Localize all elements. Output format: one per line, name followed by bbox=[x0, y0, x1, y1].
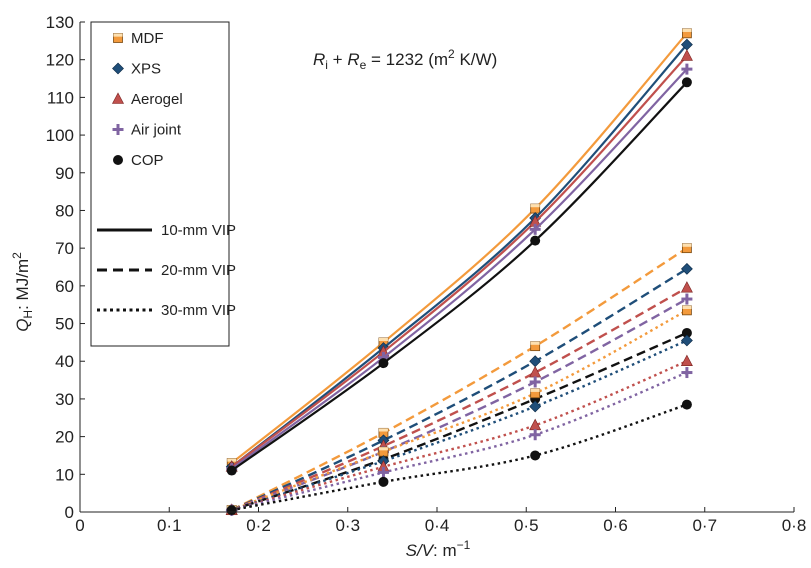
data-point bbox=[681, 367, 693, 379]
series-line bbox=[231, 32, 688, 464]
series-line bbox=[231, 267, 688, 512]
y-tick-label: 90 bbox=[55, 164, 74, 183]
series-line bbox=[231, 55, 688, 468]
data-point bbox=[529, 429, 541, 441]
data-point bbox=[682, 305, 692, 316]
x-tick-label: 0·2 bbox=[246, 516, 271, 535]
data-point bbox=[681, 63, 693, 75]
series-line bbox=[231, 81, 688, 472]
legend-label: MDF bbox=[131, 30, 164, 47]
data-point bbox=[680, 281, 693, 293]
data-point bbox=[529, 355, 542, 368]
series-line bbox=[231, 68, 688, 470]
y-tick-label: 130 bbox=[46, 13, 74, 32]
series-layer bbox=[225, 28, 693, 517]
legend-label: 20-mm VIP bbox=[161, 262, 236, 279]
data-point bbox=[530, 203, 541, 214]
data-point bbox=[681, 77, 692, 88]
data-point bbox=[680, 354, 693, 367]
data-point bbox=[529, 376, 541, 388]
axes: 0 10 20 30 40 50 60 70 80 90 100 110 120 130 0 0·1 0·2 0·… bbox=[46, 13, 807, 535]
data-point bbox=[378, 358, 389, 369]
data-point bbox=[681, 293, 693, 305]
legend-item-10-mm-vip: 10-mm VIP bbox=[97, 222, 236, 239]
y-tick-label: 110 bbox=[47, 88, 74, 107]
y-axis-title: QH: MJ/m2 bbox=[10, 252, 35, 332]
data-point bbox=[378, 476, 389, 487]
data-point bbox=[226, 505, 237, 516]
series-aerogel-10-mm-vip bbox=[225, 49, 693, 472]
data-point bbox=[681, 399, 692, 410]
data-point bbox=[529, 400, 542, 413]
data-point bbox=[681, 327, 692, 338]
series-mdf-20-mm-vip bbox=[226, 243, 692, 516]
legend-item-30-mm-vip: 30-mm VIP bbox=[97, 302, 236, 319]
y-tick-label: 30 bbox=[55, 390, 74, 409]
y-tick-label: 40 bbox=[55, 352, 74, 371]
data-point bbox=[682, 28, 692, 39]
data-point bbox=[530, 388, 541, 399]
series-line bbox=[231, 371, 688, 512]
x-tick-label: 0·8 bbox=[782, 516, 807, 535]
y-tick-label: 60 bbox=[55, 277, 74, 296]
legend-entries: MDF XPS Aerogel Air joint COP 10-mm VIP 20-mm … bbox=[97, 30, 236, 319]
data-point bbox=[377, 466, 389, 478]
legend-item-cop: COP bbox=[113, 152, 164, 169]
series-aerogel-20-mm-vip bbox=[225, 281, 693, 515]
series-line bbox=[231, 247, 688, 512]
x-tick-label: 0·4 bbox=[425, 516, 450, 535]
y-tick-label: 0 bbox=[65, 503, 74, 522]
data-point bbox=[226, 465, 237, 476]
series-line bbox=[231, 331, 688, 512]
legend bbox=[90, 21, 230, 347]
data-point bbox=[680, 334, 693, 347]
series-line bbox=[231, 360, 688, 512]
x-tick-label: 0·3 bbox=[335, 516, 360, 535]
series-aerogel-30-mm-vip bbox=[225, 354, 693, 515]
data-point bbox=[529, 223, 541, 235]
legend-label: 30-mm VIP bbox=[161, 302, 236, 319]
series-line bbox=[231, 309, 688, 512]
y-tick-label: 120 bbox=[46, 51, 74, 70]
series-line bbox=[231, 43, 688, 468]
x-tick-label: 0 bbox=[75, 516, 84, 535]
series-line bbox=[231, 403, 688, 512]
y-tick-label: 10 bbox=[55, 465, 74, 484]
x-tick-label: 0·1 bbox=[157, 516, 182, 535]
y-tick-label: 80 bbox=[55, 201, 74, 220]
data-point bbox=[682, 243, 692, 254]
y-tick-label: 20 bbox=[55, 428, 74, 447]
resistance-annotation: Ri + Re = 1232 (m2 K/W) bbox=[313, 47, 497, 72]
series-cop-30-mm-vip bbox=[226, 399, 692, 516]
legend-item-air-joint: Air joint bbox=[112, 122, 182, 139]
x-tick-label: 0·7 bbox=[692, 516, 717, 535]
x-axis-title: S/V: m−1 bbox=[406, 538, 471, 560]
legend-label: Air joint bbox=[131, 122, 182, 139]
x-tick-label: 0·6 bbox=[603, 516, 628, 535]
data-point bbox=[378, 446, 389, 457]
series-xps-10-mm-vip bbox=[225, 38, 693, 473]
legend-label: Aerogel bbox=[131, 91, 183, 108]
data-point bbox=[530, 450, 541, 461]
legend-label: XPS bbox=[131, 61, 161, 78]
data-point bbox=[680, 49, 693, 61]
data-point bbox=[530, 341, 541, 352]
x-tick-label: 0·5 bbox=[514, 516, 539, 535]
series-line bbox=[231, 286, 688, 512]
data-point bbox=[530, 235, 541, 246]
y-tick-label: 50 bbox=[55, 315, 74, 334]
legend-item-20-mm-vip: 20-mm VIP bbox=[97, 262, 236, 279]
legend-item-aerogel: Aerogel bbox=[112, 91, 183, 108]
series-cop-10-mm-vip bbox=[226, 77, 692, 476]
series-mdf-30-mm-vip bbox=[226, 305, 692, 516]
y-tick-label: 100 bbox=[46, 126, 74, 145]
legend-item-mdf: MDF bbox=[113, 30, 164, 47]
y-tick-label: 70 bbox=[55, 239, 74, 258]
data-point bbox=[680, 262, 693, 275]
legend-label: 10-mm VIP bbox=[161, 222, 236, 239]
legend-item-xps: XPS bbox=[112, 61, 161, 78]
legend-label: COP bbox=[131, 152, 164, 169]
